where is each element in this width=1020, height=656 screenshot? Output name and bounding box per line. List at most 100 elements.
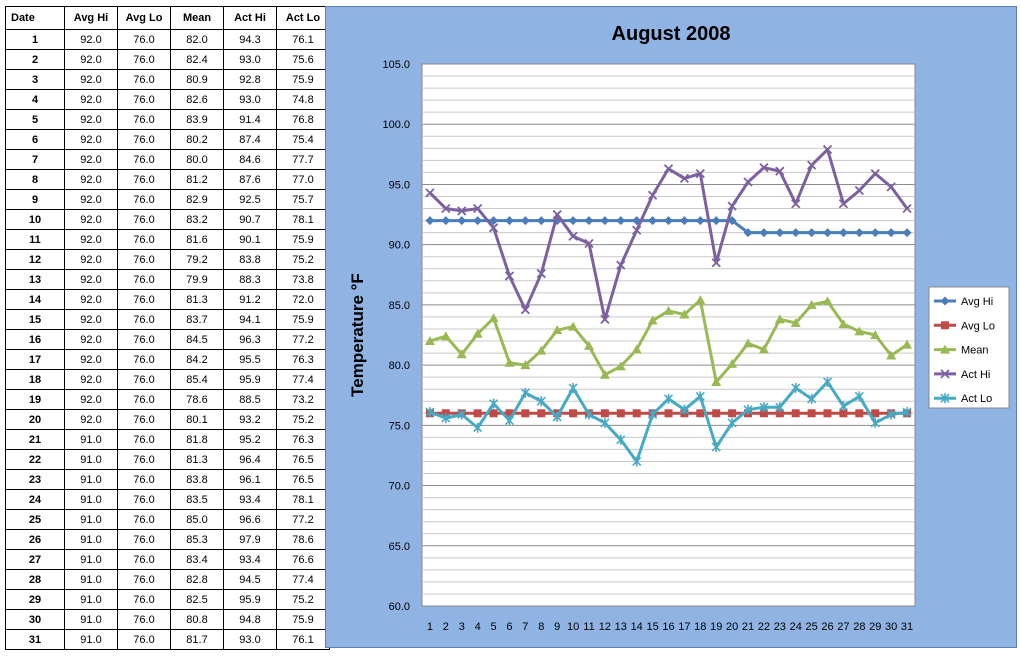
x-tick-label: 2: [443, 621, 449, 633]
table-row: 20 92.0 76.0 80.1 93.2 75.2: [5, 409, 330, 430]
cell-mean: 81.3: [170, 449, 224, 470]
data-point-mean: [854, 326, 865, 336]
cell-mean: 80.0: [170, 149, 224, 170]
cell-act-lo: 77.7: [276, 149, 330, 170]
data-point-avg-hi: [616, 216, 626, 226]
data-point-avg-lo: [473, 409, 482, 418]
x-tick-label: 31: [901, 621, 913, 633]
data-point-avg-hi: [568, 216, 578, 226]
y-tick-label: 100.0: [382, 119, 410, 131]
cell-avg-lo: 76.0: [117, 449, 171, 470]
cell-date: 30: [5, 609, 65, 630]
data-point-mean: [663, 305, 674, 315]
data-point-mean: [695, 295, 706, 305]
data-point-mean: [774, 314, 785, 324]
x-tick-label: 9: [554, 621, 560, 633]
table-row: 8 92.0 76.0 81.2 87.6 77.0: [5, 169, 330, 190]
x-tick-label: 18: [694, 621, 706, 633]
y-tick-label: 65.0: [389, 541, 410, 553]
cell-act-hi: 91.4: [223, 109, 277, 130]
cell-mean: 82.5: [170, 589, 224, 610]
cell-act-hi: 93.0: [223, 49, 277, 70]
series-act-hi: [425, 144, 912, 324]
cell-act-hi: 94.3: [223, 29, 277, 50]
data-point-mean: [472, 328, 483, 338]
data-point-act-hi: [568, 231, 578, 241]
cell-date: 27: [5, 549, 65, 570]
cell-mean: 82.0: [170, 29, 224, 50]
data-point-act-hi: [775, 166, 785, 176]
cell-mean: 80.2: [170, 129, 224, 150]
data-point-avg-hi: [504, 216, 514, 226]
data-point-act-hi: [647, 190, 658, 200]
cell-avg-hi: 92.0: [64, 209, 118, 230]
data-point-act-hi: [838, 199, 849, 209]
cell-act-lo: 75.2: [276, 409, 330, 430]
data-point-mean: [727, 358, 738, 368]
data-point-avg-lo: [537, 409, 546, 418]
y-tick-label: 85.0: [389, 300, 410, 312]
cell-avg-hi: 92.0: [64, 229, 118, 250]
data-point-act-hi: [806, 160, 817, 170]
cell-avg-hi: 91.0: [64, 549, 118, 570]
cell-date: 15: [5, 309, 65, 330]
cell-act-lo: 76.8: [276, 109, 330, 130]
cell-avg-hi: 92.0: [64, 329, 118, 350]
data-point-act-lo: [648, 409, 658, 420]
data-point-act-hi: [632, 225, 642, 235]
data-point-mean: [424, 336, 435, 346]
cell-mean: 83.7: [170, 309, 224, 330]
cell-avg-hi: 92.0: [64, 409, 118, 430]
table-body: 1 92.0 76.0 82.0 94.3 76.1 2 92.0 76.0 82.4 93.0 75…: [5, 29, 330, 650]
x-tick-label: 20: [726, 621, 738, 633]
cell-act-lo: 75.9: [276, 309, 330, 330]
cell-act-lo: 75.9: [276, 229, 330, 250]
data-point-mean: [711, 376, 722, 386]
table-row: 29 91.0 76.0 82.5 95.9 75.2: [5, 589, 330, 610]
table-row: 26 91.0 76.0 85.3 97.9 78.6: [5, 529, 330, 550]
data-point-act-hi: [536, 268, 546, 279]
cell-act-lo: 75.7: [276, 189, 330, 210]
cell-avg-hi: 92.0: [64, 369, 118, 390]
data-point-avg-lo: [759, 409, 768, 418]
cell-mean: 81.7: [170, 629, 224, 650]
cell-act-hi: 84.6: [223, 149, 277, 170]
cell-avg-hi: 91.0: [64, 469, 118, 490]
data-point-act-lo: [473, 422, 483, 433]
legend-box: [928, 286, 1010, 409]
cell-avg-lo: 76.0: [117, 69, 171, 90]
table-header-row: Date Avg Hi Avg Lo Mean Act Hi Act Lo: [5, 6, 330, 30]
cell-avg-lo: 76.0: [117, 429, 171, 450]
cell-avg-hi: 92.0: [64, 69, 118, 90]
cell-act-lo: 77.0: [276, 169, 330, 190]
header-avg-hi: Avg Hi: [64, 6, 118, 30]
cell-avg-hi: 92.0: [64, 269, 118, 290]
table-row: 22 91.0 76.0 81.3 96.4 76.5: [5, 449, 330, 470]
data-point-avg-hi: [902, 228, 912, 238]
data-point-act-lo: [679, 404, 689, 415]
cell-act-lo: 73.2: [276, 389, 330, 410]
cell-act-hi: 91.2: [223, 289, 277, 310]
cell-date: 1: [5, 29, 65, 50]
data-point-act-hi: [504, 271, 515, 281]
table-row: 14 92.0 76.0 81.3 91.2 72.0: [5, 289, 330, 310]
cell-avg-lo: 76.0: [117, 469, 171, 490]
cell-avg-hi: 92.0: [64, 249, 118, 270]
cell-act-lo: 76.6: [276, 549, 330, 570]
cell-avg-hi: 92.0: [64, 389, 118, 410]
x-tick-label: 4: [475, 621, 481, 633]
series-mean: [424, 295, 913, 386]
cell-mean: 85.4: [170, 369, 224, 390]
x-tick-label: 13: [615, 621, 627, 633]
cell-act-hi: 94.5: [223, 569, 277, 590]
data-point-avg-hi: [600, 216, 610, 226]
y-tick-label: 70.0: [389, 481, 410, 493]
data-point-act-hi: [473, 203, 483, 214]
cell-avg-hi: 91.0: [64, 569, 118, 590]
cell-mean: 81.8: [170, 429, 224, 450]
data-point-mean: [536, 345, 547, 355]
cell-mean: 85.3: [170, 529, 224, 550]
cell-act-lo: 76.1: [276, 29, 330, 50]
cell-avg-hi: 91.0: [64, 509, 118, 530]
cell-act-hi: 95.9: [223, 369, 277, 390]
